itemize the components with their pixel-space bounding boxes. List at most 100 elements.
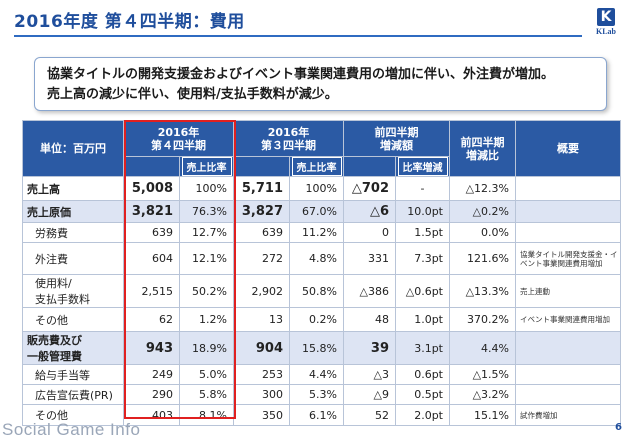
row-label: その他 [22,307,124,332]
subheader-blank-q3 [233,156,290,177]
cell-note: 試作費増加 [515,404,621,426]
summary-line-1: 協業タイトルの開発支援金およびイベント事業関連費用の増加に伴い、外注費が増加。 [47,67,555,82]
subheader-blank-diff [343,156,396,177]
cell-q3-ratio: 6.1% [289,404,344,426]
header-ratio-line2: 増減比 [466,148,499,162]
cell-note [515,222,621,243]
cell-diff: 52 [343,404,396,426]
cell-ratio: 0.0% [449,222,516,243]
cell-diff: 39 [343,331,396,365]
cell-note: 協業タイトル開発支援金・イベント事業関連費用増加 [515,242,621,275]
cell-q4: 604 [123,242,180,275]
cell-ratio: 4.4% [449,331,516,365]
cell-q4-ratio: 8.1% [179,404,234,426]
cell-q3-ratio: 5.3% [289,384,344,405]
header-q4-line1: 2016年 [157,125,200,139]
cell-ratio-diff: 0.6pt [395,364,450,385]
header-diff: 前四半期 増減額 [343,120,450,157]
row-label: 売上原価 [22,200,124,223]
row-label: 使用料/ 支払手数料 [22,274,124,308]
cell-q4: 3,821 [123,200,180,223]
cell-q4-ratio: 50.2% [179,274,234,308]
row-label: 販売費及び 一般管理費 [22,331,124,365]
subheader-sales-ratio-q4: 売上比率 [179,156,234,177]
cell-ratio-diff: - [395,176,450,201]
subheader-blank-q4 [123,156,180,177]
page-title: 2016年度 第４四半期：費用 [14,12,245,32]
subheader-sales-ratio-q4-text: 売上比率 [181,157,232,176]
cell-diff: △9 [343,384,396,405]
cell-q4: 639 [123,222,180,243]
subheader-ratio-change: 比率増減 [395,156,450,177]
cell-q3: 272 [233,242,290,275]
subheader-sales-ratio-q3-text: 売上比率 [291,157,342,176]
header-ratio-line1: 前四半期 [460,135,505,149]
cell-note [515,384,621,405]
cell-q4-ratio: 1.2% [179,307,234,332]
cell-q3-ratio: 4.8% [289,242,344,275]
cell-q3: 5,711 [233,176,290,201]
cell-ratio: 15.1% [449,404,516,426]
cell-q3: 253 [233,364,290,385]
row-label-line1: 使用料/ [35,277,72,290]
header-diff-line1: 前四半期 [374,125,419,139]
cell-ratio: 121.6% [449,242,516,275]
cell-q4-ratio: 76.3% [179,200,234,223]
table-row: 広告宣伝費(PR) 290 5.8% 300 5.3% △9 0.5pt △3.… [22,384,621,405]
cell-q3-ratio: 67.0% [289,200,344,223]
cell-ratio: △3.2% [449,384,516,405]
cell-q4: 290 [123,384,180,405]
table-row: 使用料/ 支払手数料 2,515 50.2% 2,902 50.8% △386 … [22,274,621,308]
cell-note [515,331,621,365]
cell-q4-ratio: 12.7% [179,222,234,243]
cell-ratio-diff: 0.5pt [395,384,450,405]
expense-table: 単位：百万円 2016年 第４四半期 2016年 第３四半期 前四半期 増減額 … [22,120,621,426]
header-q3: 2016年 第３四半期 [233,120,344,157]
page-number: 6 [615,422,622,433]
header-ratio: 前四半期 増減比 [449,120,516,177]
cell-q4: 943 [123,331,180,365]
logo-mark: K [597,8,615,26]
table-row: 給与手当等 249 5.0% 253 4.4% △3 0.6pt △1.5% [22,364,621,385]
cell-q4: 249 [123,364,180,385]
cell-q3-ratio: 0.2% [289,307,344,332]
cell-q4-ratio: 5.8% [179,384,234,405]
table-row: 売上原価 3,821 76.3% 3,827 67.0% △6 10.0pt △… [22,200,621,223]
row-label-line2: 一般管理費 [27,350,82,363]
row-label: 広告宣伝費(PR) [22,384,124,405]
cell-ratio-diff: △0.6pt [395,274,450,308]
cell-ratio: △12.3% [449,176,516,201]
cell-ratio-diff: 1.5pt [395,222,450,243]
cell-q3-ratio: 15.8% [289,331,344,365]
table-row: 外注費 604 12.1% 272 4.8% 331 7.3pt 121.6% … [22,242,621,275]
cell-note: イベント事業関連費用増加 [515,307,621,332]
header-q4: 2016年 第４四半期 [123,120,234,157]
summary-box: 協業タイトルの開発支援金およびイベント事業関連費用の増加に伴い、外注費が増加。 … [34,57,607,111]
cell-ratio: 370.2% [449,307,516,332]
cell-q4-ratio: 12.1% [179,242,234,275]
subheader-sales-ratio-q3: 売上比率 [289,156,344,177]
table-row: 売上高 5,008 100% 5,711 100% △702 - △12.3% [22,176,621,201]
cell-ratio: △0.2% [449,200,516,223]
header-diff-line2: 増減額 [380,138,413,152]
cell-q4: 2,515 [123,274,180,308]
logo-name: KLab [595,27,616,36]
cell-note: 売上連動 [515,274,621,308]
cell-q3: 2,902 [233,274,290,308]
cell-diff: 0 [343,222,396,243]
cell-diff: 331 [343,242,396,275]
subheader-ratio-change-text: 比率増減 [397,157,448,176]
cell-diff: △702 [343,176,396,201]
cell-note [515,176,621,201]
row-label: その他 [22,404,124,426]
cell-q3: 639 [233,222,290,243]
cell-q3-ratio: 100% [289,176,344,201]
row-label: 労務費 [22,222,124,243]
table-row: 販売費及び 一般管理費 943 18.9% 904 15.8% 39 3.1pt… [22,331,621,365]
unit-label: 単位：百万円 [22,120,124,177]
row-label-line1: 販売費及び [27,334,82,347]
cell-diff: △386 [343,274,396,308]
summary-line-2: 売上高の減少に伴い、使用料/支払手数料が減少。 [47,87,338,102]
table-row: その他 62 1.2% 13 0.2% 48 1.0pt 370.2% イベント… [22,307,621,332]
table-row: 労務費 639 12.7% 639 11.2% 0 1.5pt 0.0% [22,222,621,243]
